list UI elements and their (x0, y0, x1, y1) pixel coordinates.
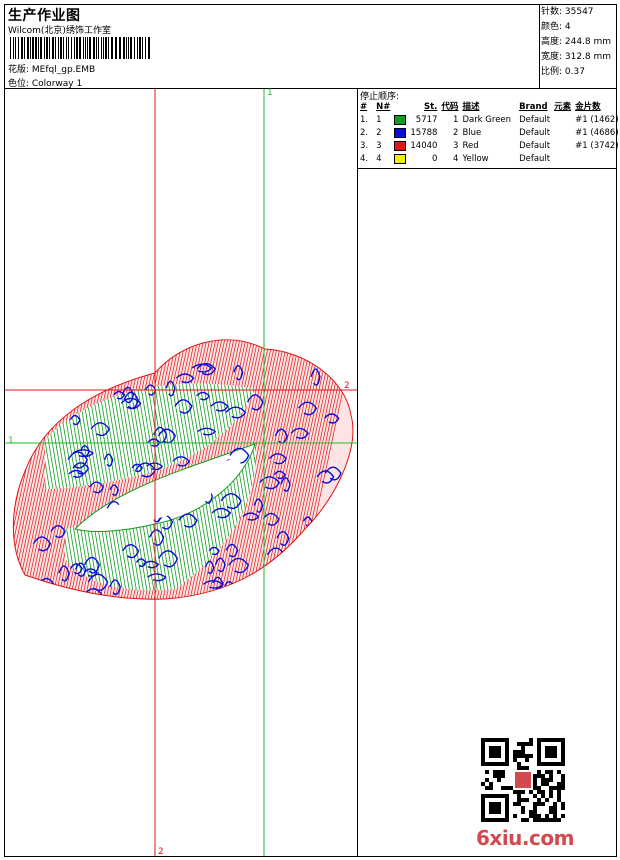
row-index: 1. (360, 115, 369, 125)
row-description: Dark Green (462, 115, 512, 125)
header-divider (4, 88, 617, 89)
row-element (552, 153, 573, 166)
colorway-label: 色位: Colorway 1 (8, 79, 83, 89)
row-swatch (392, 114, 408, 127)
col-index: # (360, 102, 368, 112)
design-preview (5, 89, 357, 856)
row-stitches: 15788 (410, 128, 438, 138)
color-count: 颜色: 4 (541, 22, 571, 32)
page-title: 生产作业图 (8, 8, 81, 24)
row-sequins: #1 (3742) (575, 141, 619, 151)
row-code: 4 (453, 154, 459, 164)
page-frame (4, 4, 617, 857)
color-row: 4. 4 0 4 Yellow Default (358, 153, 620, 166)
row-swatch (392, 127, 408, 140)
row-stitches: 0 (432, 154, 438, 164)
stats-divider (539, 4, 540, 88)
color-swatch (394, 127, 407, 138)
row-code: 3 (453, 141, 459, 151)
axis-label-red-right: 2 (344, 381, 350, 391)
row-needle: 3 (376, 141, 382, 151)
stop-sequence-table: # N# St. 代码 描述 Brand 元素 金片数 1. 1 5717 1 Dark… (358, 101, 620, 166)
color-swatch (394, 114, 407, 125)
row-stitches: 14040 (410, 141, 438, 151)
row-sequins: #1 (4686) (575, 128, 619, 138)
color-row: 1. 1 5717 1 Dark Green Default #1 (1462) (358, 114, 620, 127)
col-n: N# (376, 102, 391, 112)
row-stitches: 5717 (415, 115, 438, 125)
stitch-count: 针数: 35547 (541, 7, 594, 17)
stats-panel: 针数: 35547 颜色: 4 高度: 244.8 mm 宽度: 312.8 m… (541, 5, 616, 80)
color-row: 2. 2 15788 2 Blue Default #1 (4686) (358, 127, 620, 140)
col-code: 代码 (441, 102, 459, 112)
row-index: 4. (360, 154, 369, 164)
design-file-label: 花版: MEfql_gp.EMB (8, 65, 96, 75)
stop-sequence-label: 停止顺序: (360, 92, 400, 102)
row-brand: Default (519, 128, 551, 138)
row-needle: 2 (376, 128, 382, 138)
row-sequins (573, 153, 620, 166)
row-brand: Default (519, 154, 551, 164)
col-element: 元素 (554, 102, 572, 112)
col-stitches: St. (424, 102, 438, 112)
row-description: Blue (462, 128, 482, 138)
design-width: 宽度: 312.8 mm (541, 52, 612, 62)
row-code: 2 (453, 128, 459, 138)
axis-label-green-left: 1 (8, 436, 14, 446)
design-height: 高度: 244.8 mm (541, 37, 612, 47)
col-sequins: 金片数 (575, 102, 601, 112)
row-description: Red (462, 141, 479, 151)
row-element (552, 140, 573, 153)
lips-embroidery (12, 339, 354, 600)
row-description: Yellow (462, 154, 489, 164)
qr-code (481, 738, 565, 822)
col-brand: Brand (519, 102, 548, 112)
row-needle: 4 (376, 154, 382, 164)
table-header-row: # N# St. 代码 描述 Brand 元素 金片数 (358, 101, 620, 114)
barcode (10, 37, 150, 59)
studio-name: Wilcom(北京)绣饰工作室 (8, 26, 111, 36)
row-element (552, 127, 573, 140)
row-needle: 1 (376, 115, 382, 125)
color-swatch (394, 153, 407, 164)
col-swatch (392, 101, 408, 114)
row-index: 2. (360, 128, 369, 138)
row-sequins: #1 (1462) (575, 115, 619, 125)
design-scale: 比例: 0.37 (541, 67, 585, 77)
color-row: 3. 3 14040 3 Red Default #1 (3742) (358, 140, 620, 153)
axis-label-green-top: 1 (267, 88, 273, 98)
row-index: 3. (360, 141, 369, 151)
axis-label-red-bottom: 2 (158, 847, 164, 857)
row-element (552, 114, 573, 127)
row-brand: Default (519, 141, 551, 151)
row-brand: Default (519, 115, 551, 125)
watermark-logo: 6xiu.com (476, 826, 574, 850)
row-swatch (392, 140, 408, 153)
design-table-divider (357, 88, 358, 857)
row-code: 1 (453, 115, 459, 125)
table-bottom-rule (357, 168, 617, 169)
color-swatch (394, 140, 407, 151)
row-swatch (392, 153, 408, 166)
col-description: 描述 (462, 102, 480, 112)
